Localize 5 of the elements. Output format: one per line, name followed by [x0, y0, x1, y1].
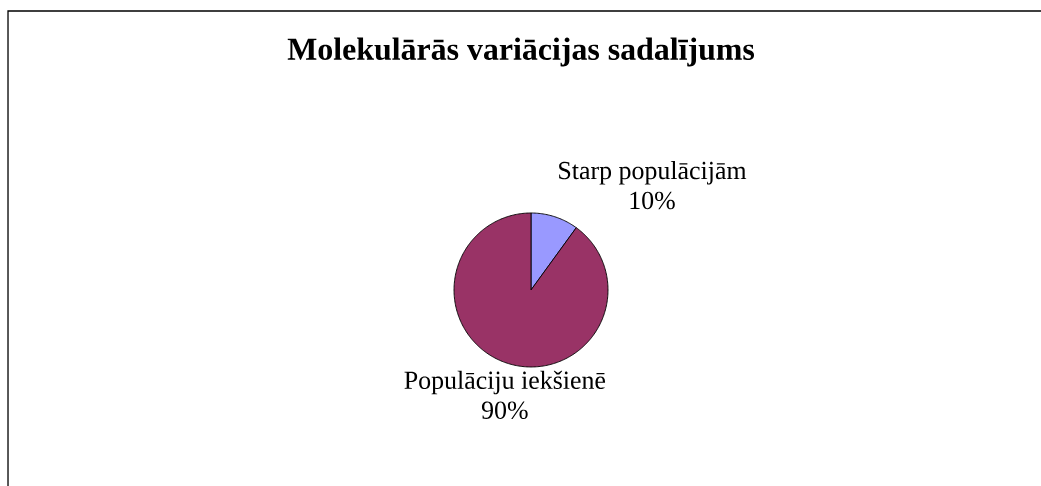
- chart-title: Molekulārās variācijas sadalījums: [287, 37, 755, 67]
- slice-label: Starp populācijām: [559, 161, 747, 185]
- data-label: 10%: [630, 191, 675, 210]
- slice-label: Populāciju iekšienē: [404, 370, 606, 395]
- data-label: 90%: [481, 401, 528, 419]
